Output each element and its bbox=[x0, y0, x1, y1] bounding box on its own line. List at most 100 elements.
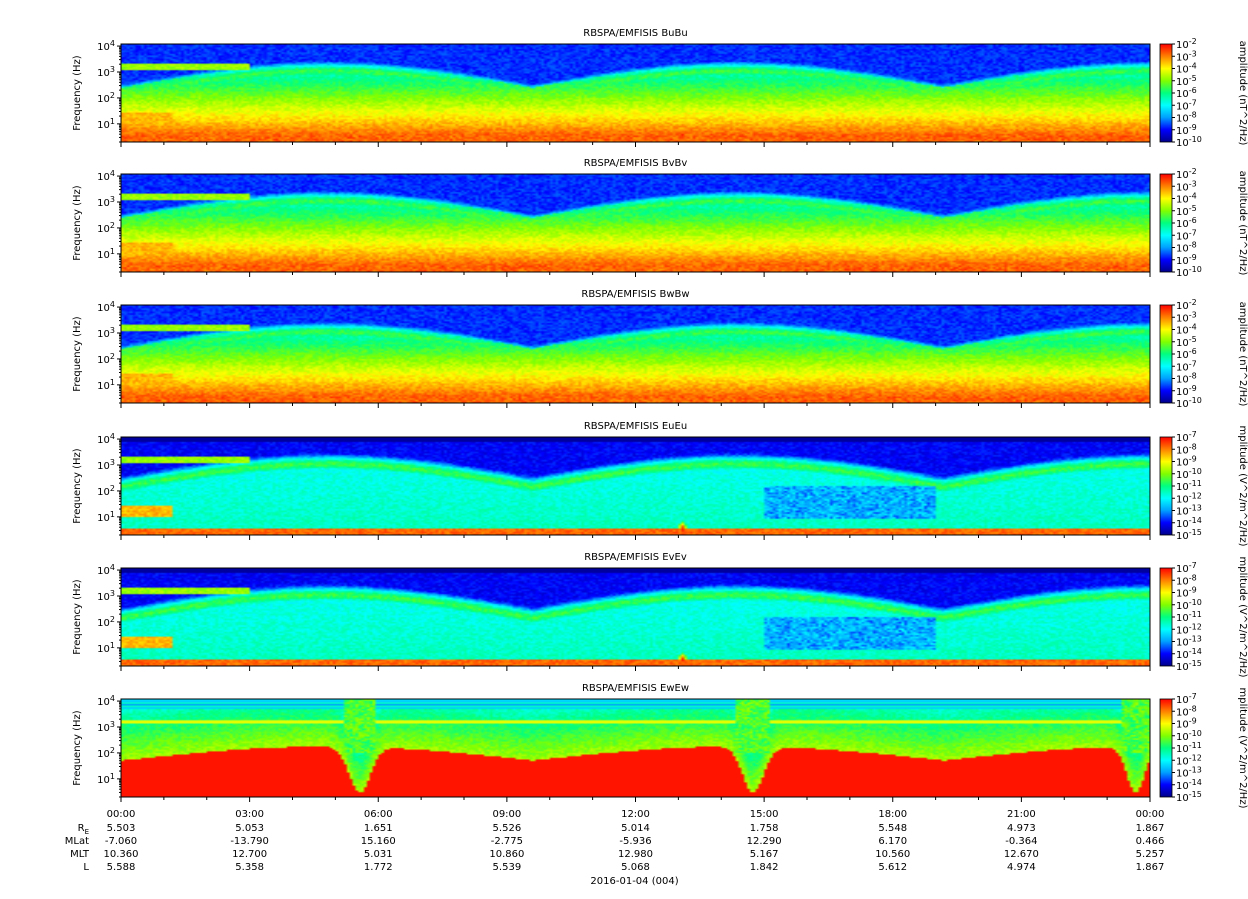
svg-text:10-11: 10-11 bbox=[1176, 479, 1202, 493]
svg-text:104: 104 bbox=[97, 563, 115, 577]
panel-4: RBSPA/EMFISIS EvEv Frequency (Hz) 104 103 10… bbox=[72, 552, 1248, 678]
ephemeris-value: 5.031 bbox=[364, 849, 393, 860]
y-tick-label: 101 bbox=[97, 378, 115, 392]
ephemeris-value: 5.539 bbox=[493, 862, 522, 873]
x-tick-label: 00:00 bbox=[107, 809, 136, 820]
ephemeris-value: 5.503 bbox=[107, 823, 136, 834]
svg-text:10-4: 10-4 bbox=[1176, 323, 1197, 337]
colorbar-tick-label: 10-10 bbox=[1176, 729, 1202, 743]
ephemeris-value: 5.358 bbox=[235, 862, 264, 873]
svg-text:10-8: 10-8 bbox=[1176, 241, 1197, 255]
svg-text:10-13: 10-13 bbox=[1176, 635, 1202, 649]
colorbar-tick-label: 10-6 bbox=[1176, 216, 1197, 230]
svg-text:10-9: 10-9 bbox=[1176, 384, 1197, 398]
spectrogram-heatmap bbox=[121, 305, 1150, 403]
colorbar-tick-label: 10-11 bbox=[1176, 479, 1202, 493]
svg-text:10-14: 10-14 bbox=[1176, 778, 1202, 792]
colorbar-tick-label: 10-9 bbox=[1176, 455, 1197, 469]
ephemeris-value: 10.560 bbox=[875, 849, 910, 860]
y-tick-label: 103 bbox=[97, 65, 115, 79]
ephemeris-value: -7.060 bbox=[105, 836, 137, 847]
colorbar-tick-label: 10-8 bbox=[1176, 573, 1197, 587]
svg-text:103: 103 bbox=[97, 326, 115, 340]
ephemeris-value: 1.651 bbox=[364, 823, 393, 834]
svg-text:101: 101 bbox=[97, 510, 115, 524]
y-tick-label: 104 bbox=[97, 694, 115, 708]
ephemeris-value: 1.772 bbox=[364, 862, 393, 873]
panel-title: RBSPA/EMFISIS BvBv bbox=[584, 158, 688, 169]
svg-text:10-5: 10-5 bbox=[1176, 204, 1197, 218]
ephemeris-value: 1.867 bbox=[1136, 862, 1165, 873]
svg-text:10-14: 10-14 bbox=[1176, 647, 1202, 661]
y-tick-label: 101 bbox=[97, 117, 115, 131]
colorbar-tick-label: 10-13 bbox=[1176, 766, 1202, 780]
svg-text:10-8: 10-8 bbox=[1176, 372, 1197, 386]
svg-text:10-9: 10-9 bbox=[1176, 717, 1197, 731]
ephemeris-value: 15.160 bbox=[361, 836, 396, 847]
panel-3: RBSPA/EMFISIS EuEu Frequency (Hz) 104 103 10… bbox=[72, 421, 1248, 547]
colorbar bbox=[1159, 173, 1173, 273]
x-tick-label: 21:00 bbox=[1007, 809, 1036, 820]
colorbar bbox=[1159, 698, 1173, 798]
svg-text:10-9: 10-9 bbox=[1176, 123, 1197, 137]
y-axis-label: Frequency (Hz) bbox=[72, 579, 83, 655]
ephemeris-value: 5.612 bbox=[878, 862, 907, 873]
y-tick-label: 102 bbox=[97, 352, 115, 366]
panel-title: RBSPA/EMFISIS EuEu bbox=[584, 421, 687, 432]
svg-text:101: 101 bbox=[97, 378, 115, 392]
colorbar-tick-label: 10-7 bbox=[1176, 98, 1197, 112]
svg-text:10-13: 10-13 bbox=[1176, 766, 1202, 780]
colorbar-tick-label: 10-7 bbox=[1176, 228, 1197, 242]
colorbar bbox=[1159, 436, 1173, 536]
svg-text:10-3: 10-3 bbox=[1176, 310, 1197, 324]
svg-text:10-12: 10-12 bbox=[1176, 753, 1202, 767]
ephemeris-value: 1.842 bbox=[750, 862, 779, 873]
colorbar-tick-label: 10-4 bbox=[1176, 323, 1197, 337]
svg-text:10-2: 10-2 bbox=[1176, 37, 1197, 51]
panel-1: RBSPA/EMFISIS BvBv Frequency (Hz) 104 103 10… bbox=[72, 158, 1248, 279]
svg-text:101: 101 bbox=[97, 117, 115, 131]
colorbar-tick-label: 10-7 bbox=[1176, 430, 1197, 444]
svg-text:101: 101 bbox=[97, 641, 115, 655]
y-axis-label: Frequency (Hz) bbox=[72, 55, 83, 131]
x-tick-label: 09:00 bbox=[492, 809, 521, 820]
colorbar-tick-label: 10-3 bbox=[1176, 310, 1197, 324]
colorbar-tick-label: 10-9 bbox=[1176, 123, 1197, 137]
svg-text:10-15: 10-15 bbox=[1176, 528, 1202, 542]
x-tick-label: 03:00 bbox=[235, 809, 264, 820]
colorbar-tick-label: 10-6 bbox=[1176, 347, 1197, 361]
y-tick-label: 104 bbox=[97, 300, 115, 314]
svg-text:103: 103 bbox=[97, 720, 115, 734]
y-tick-label: 102 bbox=[97, 615, 115, 629]
svg-text:10-11: 10-11 bbox=[1176, 610, 1202, 624]
date-label: 2016-01-04 (004) bbox=[590, 876, 678, 887]
colorbar-tick-label: 10-12 bbox=[1176, 753, 1202, 767]
y-tick-label: 103 bbox=[97, 720, 115, 734]
colorbar-tick-label: 10-3 bbox=[1176, 49, 1197, 63]
colorbar-tick-label: 10-9 bbox=[1176, 253, 1197, 267]
svg-text:10-5: 10-5 bbox=[1176, 335, 1197, 349]
svg-text:104: 104 bbox=[97, 432, 115, 446]
svg-text:10-12: 10-12 bbox=[1176, 622, 1202, 636]
colorbar-tick-label: 10-14 bbox=[1176, 516, 1202, 530]
svg-text:10-4: 10-4 bbox=[1176, 62, 1197, 76]
svg-text:101: 101 bbox=[97, 247, 115, 261]
y-tick-label: 102 bbox=[97, 221, 115, 235]
colorbar-tick-label: 10-9 bbox=[1176, 384, 1197, 398]
colorbar-tick-label: 10-14 bbox=[1176, 778, 1202, 792]
ephemeris-value: -13.790 bbox=[230, 836, 269, 847]
colorbar-tick-label: 10-8 bbox=[1176, 241, 1197, 255]
svg-text:10-8: 10-8 bbox=[1176, 111, 1197, 125]
colorbar-label: mplitude (V^2/m^2/Hz) bbox=[1237, 688, 1248, 809]
svg-text:103: 103 bbox=[97, 589, 115, 603]
svg-text:10-9: 10-9 bbox=[1176, 253, 1197, 267]
colorbar-tick-label: 10-14 bbox=[1176, 647, 1202, 661]
colorbar-tick-label: 10-10 bbox=[1176, 396, 1202, 410]
y-tick-label: 102 bbox=[97, 91, 115, 105]
ephemeris-value: 5.068 bbox=[621, 862, 650, 873]
y-tick-label: 101 bbox=[97, 772, 115, 786]
colorbar-tick-label: 10-11 bbox=[1176, 741, 1202, 755]
colorbar-tick-label: 10-12 bbox=[1176, 622, 1202, 636]
y-tick-label: 101 bbox=[97, 247, 115, 261]
svg-text:10-7: 10-7 bbox=[1176, 359, 1197, 373]
